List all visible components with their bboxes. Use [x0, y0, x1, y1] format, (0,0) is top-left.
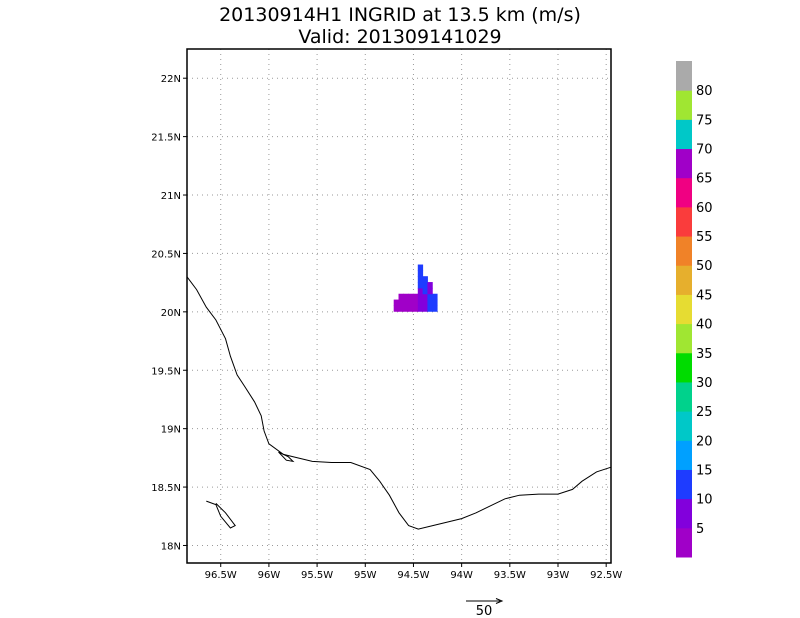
colorbar-segment [676, 265, 692, 295]
wind-speed-cell [432, 305, 438, 312]
colorbar-segment [676, 381, 692, 412]
wind-speed-cell [417, 299, 424, 306]
wind-speed-cell [408, 299, 414, 306]
colorbar-label: 45 [696, 288, 713, 303]
colorbar-segment [676, 294, 692, 325]
colorbar-segment [676, 119, 692, 150]
colorbar-label: 70 [696, 143, 713, 158]
colorbar-label: 40 [696, 318, 713, 333]
colorbar-label: 35 [696, 347, 713, 362]
map-plot-area: 96.5W 96W 95.5W 95W 94.5W 94W 93.5W 93W 92.5W 22N… [151, 48, 622, 581]
lat-tick-label: 21.5N [151, 133, 181, 144]
map-title: 20130914H1 INGRID at 13.5 km (m/s) [219, 4, 581, 26]
colorbar-label: 80 [696, 84, 713, 99]
wind-speed-cell [427, 293, 433, 301]
vector-key: 50 [466, 598, 504, 618]
colorbar-label: 30 [696, 376, 713, 391]
colorbar-label: 5 [696, 522, 704, 537]
colorbar-label: 25 [696, 405, 713, 420]
lon-tick-label: 95W [354, 570, 377, 581]
colorbar-segment [676, 527, 692, 558]
colorbar-segment [676, 411, 692, 441]
lon-tick-label: 93W [547, 570, 570, 581]
lon-tick-label: 94W [450, 570, 473, 581]
colorbar-segment [676, 206, 692, 237]
colorbar-label: 60 [696, 201, 713, 216]
colorbar-segment [676, 440, 692, 470]
lat-tick-label: 21N [161, 191, 181, 202]
lat-tick-label: 18N [161, 541, 181, 552]
wind-speed-cell [422, 305, 428, 312]
lon-tick-label: 95.5W [301, 570, 333, 581]
colorbar-label: 75 [696, 113, 713, 128]
wind-speed-cell [403, 305, 409, 312]
colorbar-segment [676, 236, 692, 266]
colorbar-label: 20 [696, 434, 713, 449]
colorbar-label: 10 [696, 493, 713, 508]
colorbar-segment [676, 469, 692, 500]
wind-speed-cell [422, 293, 428, 301]
lat-tick-label: 19.5N [151, 366, 181, 377]
colorbar-label: 15 [696, 463, 713, 478]
coastline [186, 276, 612, 530]
wind-speed-cell [398, 299, 404, 306]
wind-speed-cell [432, 293, 438, 301]
colorbar-segment [676, 323, 692, 354]
colorbar-segment [676, 148, 692, 179]
colorbar-segment [676, 177, 692, 208]
wind-speed-cell [408, 305, 414, 312]
lagoon-outline [278, 451, 295, 463]
lat-tick-label: 20N [161, 308, 181, 319]
colorbar-segment [676, 498, 692, 529]
lon-tick-label: 92.5W [590, 570, 622, 581]
colorbar-label: 65 [696, 172, 713, 187]
lat-tick-label: 20.5N [151, 249, 181, 260]
wind-speed-cell [432, 299, 438, 306]
lon-tick-label: 94.5W [397, 570, 429, 581]
wind-speed-cell [427, 305, 433, 312]
colorbar-segment [676, 352, 692, 383]
wind-speed-cell [427, 287, 433, 295]
valid-time: Valid: 201309141029 [298, 26, 502, 48]
lon-tick-label: 96W [258, 570, 281, 581]
colorbar-segment [676, 61, 692, 91]
wind-speed-cell [422, 299, 428, 306]
wind-speed-cell [417, 270, 424, 277]
wind-speed-cell [393, 305, 400, 312]
wind-speed-cell [422, 276, 428, 283]
wind-speed-cell [417, 305, 424, 312]
wind-speed-cell [408, 293, 414, 301]
wind-speed-cell [412, 293, 419, 301]
vector-key-arrowhead [495, 598, 504, 604]
wind-speed-cell [417, 282, 424, 289]
wind-speed-cell [422, 282, 428, 289]
wind-speed-cell [412, 305, 419, 312]
colorbar-segment [676, 90, 692, 120]
lon-tick-label: 96.5W [205, 570, 237, 581]
wind-speed-cell [403, 299, 409, 306]
wind-speed-cell [417, 276, 424, 283]
wind-speed-cell [417, 293, 424, 301]
colorbar-label: 55 [696, 230, 713, 245]
wind-speed-cell [417, 287, 424, 295]
lat-tick-label: 22N [161, 74, 181, 85]
wind-speed-cell [427, 282, 433, 289]
wind-speed-cell [403, 293, 409, 301]
wind-speed-cell [393, 299, 400, 306]
inland-water-outline [206, 500, 236, 529]
wind-speed-cell [398, 293, 404, 301]
wind-speed-cell [412, 299, 419, 306]
wind-speed-cell [398, 305, 404, 312]
colorbar-label: 50 [696, 259, 713, 274]
lat-tick-label: 18.5N [151, 483, 181, 494]
lat-tick-label: 19N [161, 425, 181, 436]
wind-speed-cell [422, 287, 428, 295]
vector-key-label: 50 [476, 604, 493, 618]
lon-tick-label: 93.5W [494, 570, 526, 581]
wind-speed-cell [417, 264, 424, 271]
map-frame [186, 48, 612, 564]
wind-speed-cell [427, 299, 433, 306]
colorbar: 5 10 15 20 25 30 35 40 45 50 55 60 65 70 75 80 [676, 61, 713, 558]
